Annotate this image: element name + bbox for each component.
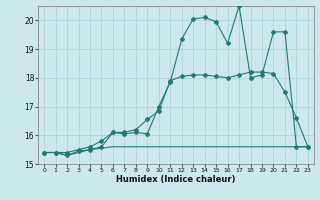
X-axis label: Humidex (Indice chaleur): Humidex (Indice chaleur): [116, 175, 236, 184]
